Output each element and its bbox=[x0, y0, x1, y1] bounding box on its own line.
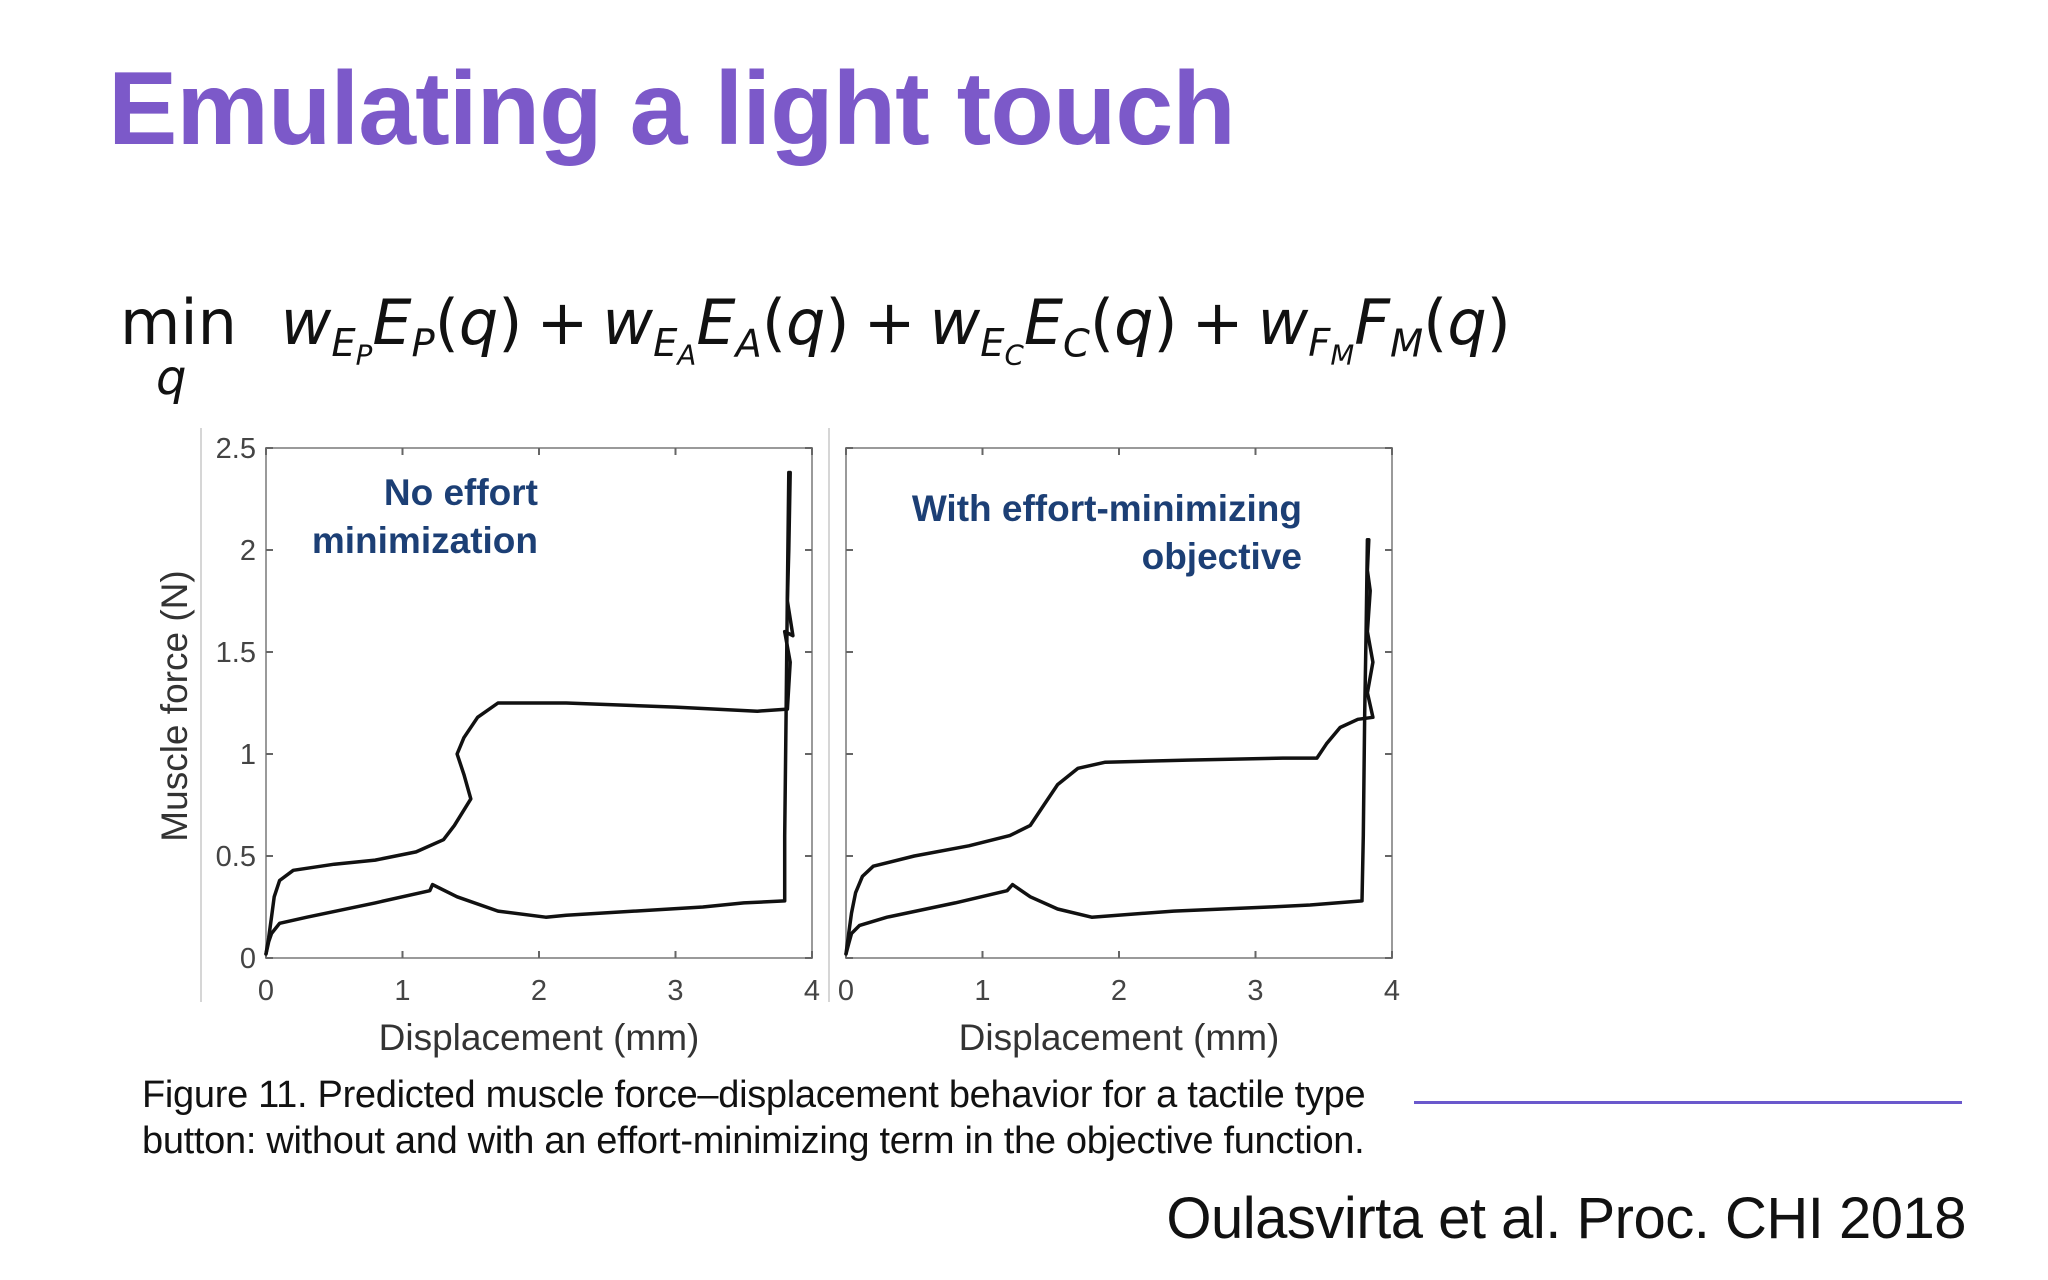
min-operator-subscript: q bbox=[156, 350, 187, 406]
term-func-sub: M bbox=[1389, 321, 1424, 367]
min-operator: min q bbox=[120, 292, 237, 403]
x-tick-label: 3 bbox=[1247, 975, 1263, 1007]
y-tick-label: 0.5 bbox=[216, 841, 256, 873]
x-tick-label: 0 bbox=[258, 975, 274, 1007]
x-axis-label: Displacement (mm) bbox=[379, 1017, 700, 1058]
term-weight: w bbox=[280, 286, 332, 359]
term-func: F bbox=[1354, 286, 1390, 359]
objective-equation: min q wEPEP(q) + wEAEA(q) + wECEC(q) + wFMFM(q) bbox=[120, 292, 1511, 403]
term-weight-sub: E bbox=[653, 321, 678, 367]
term-arg: q bbox=[458, 286, 499, 359]
chart-annotation-line: objective bbox=[1142, 536, 1302, 577]
caption-rule bbox=[1414, 1101, 1962, 1104]
term-weight: w bbox=[929, 286, 981, 359]
term-weight: w bbox=[602, 286, 654, 359]
min-operator-label: min bbox=[120, 286, 237, 359]
unloading-curve bbox=[264, 470, 791, 956]
equation-term: wEPEP(q) bbox=[280, 286, 523, 372]
equation-term: wFMFM(q) bbox=[1257, 286, 1511, 372]
term-weight-subsub: M bbox=[1330, 338, 1355, 372]
chart-panel-no-effort: 0 1 2 3 4 0 0.5 1 1.5 2 2.5 Displacement (mm) No eff… bbox=[216, 433, 820, 1058]
y-tick-label: 1 bbox=[240, 739, 256, 771]
term-arg: q bbox=[1447, 286, 1487, 359]
term-weight-sub: E bbox=[331, 321, 356, 367]
unloading-curve bbox=[844, 538, 1370, 956]
chart-annotation-line: No effort bbox=[384, 472, 538, 513]
x-tick-label: 1 bbox=[974, 975, 990, 1007]
plus-sign: + bbox=[863, 286, 916, 359]
equation-term: wEAEA(q) bbox=[602, 286, 850, 372]
term-weight: w bbox=[1257, 286, 1309, 359]
chart-panel-effort-minimizing: 0 1 2 3 4 Displacement (mm) With effort-minimi… bbox=[838, 447, 1400, 1058]
x-tick-label: 2 bbox=[1111, 975, 1127, 1007]
chart-annotation-line: minimization bbox=[312, 520, 538, 561]
plus-sign: + bbox=[1191, 286, 1244, 359]
chart-annotation-line: With effort-minimizing bbox=[912, 488, 1302, 529]
x-tick-label: 3 bbox=[667, 975, 683, 1007]
x-tick-label: 2 bbox=[531, 975, 547, 1007]
y-tick-label: 0 bbox=[240, 943, 256, 975]
term-weight-subsub: P bbox=[355, 338, 373, 372]
term-weight-sub: F bbox=[1308, 321, 1331, 367]
x-tick-label: 4 bbox=[1384, 975, 1400, 1007]
x-tick-label: 1 bbox=[394, 975, 410, 1007]
x-axis-label: Displacement (mm) bbox=[959, 1017, 1280, 1058]
term-arg: q bbox=[786, 286, 826, 359]
term-weight-sub: E bbox=[980, 321, 1005, 367]
term-weight-subsub: A bbox=[677, 338, 697, 372]
term-func-sub: C bbox=[1063, 321, 1090, 367]
slide-title: Emulating a light touch bbox=[108, 51, 1236, 167]
term-func: E bbox=[696, 286, 736, 359]
term-weight-subsub: C bbox=[1004, 338, 1024, 372]
term-func-sub: A bbox=[735, 321, 762, 367]
force-displacement-figure: Muscle force (N) 0 1 2 3 400.511.522.5Displa… bbox=[154, 428, 1400, 1058]
x-tick-label: 4 bbox=[804, 975, 820, 1007]
loading-curve bbox=[844, 538, 1375, 956]
equation-term: wECEC(q) bbox=[929, 286, 1178, 372]
x-tick-label: 0 bbox=[838, 975, 854, 1007]
y-tick-label: 1.5 bbox=[216, 637, 256, 669]
figure-caption: Figure 11. Predicted muscle force–displa… bbox=[142, 1074, 1366, 1162]
y-tick-label: 2.5 bbox=[216, 433, 256, 465]
term-func-sub: P bbox=[411, 321, 435, 367]
y-tick-label: 2 bbox=[240, 535, 256, 567]
term-func: E bbox=[372, 286, 412, 359]
citation: Oulasvirta et al. Proc. CHI 2018 bbox=[1166, 1186, 1966, 1251]
term-func: E bbox=[1023, 286, 1064, 359]
plus-sign: + bbox=[536, 286, 589, 359]
term-arg: q bbox=[1114, 286, 1154, 359]
y-axis-label: Muscle force (N) bbox=[154, 570, 195, 841]
